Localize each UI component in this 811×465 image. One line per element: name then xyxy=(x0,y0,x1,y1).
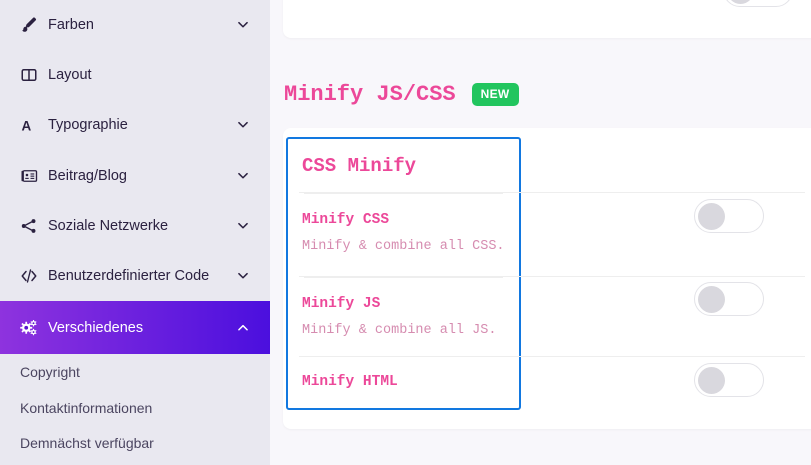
svg-text:A: A xyxy=(22,119,32,134)
